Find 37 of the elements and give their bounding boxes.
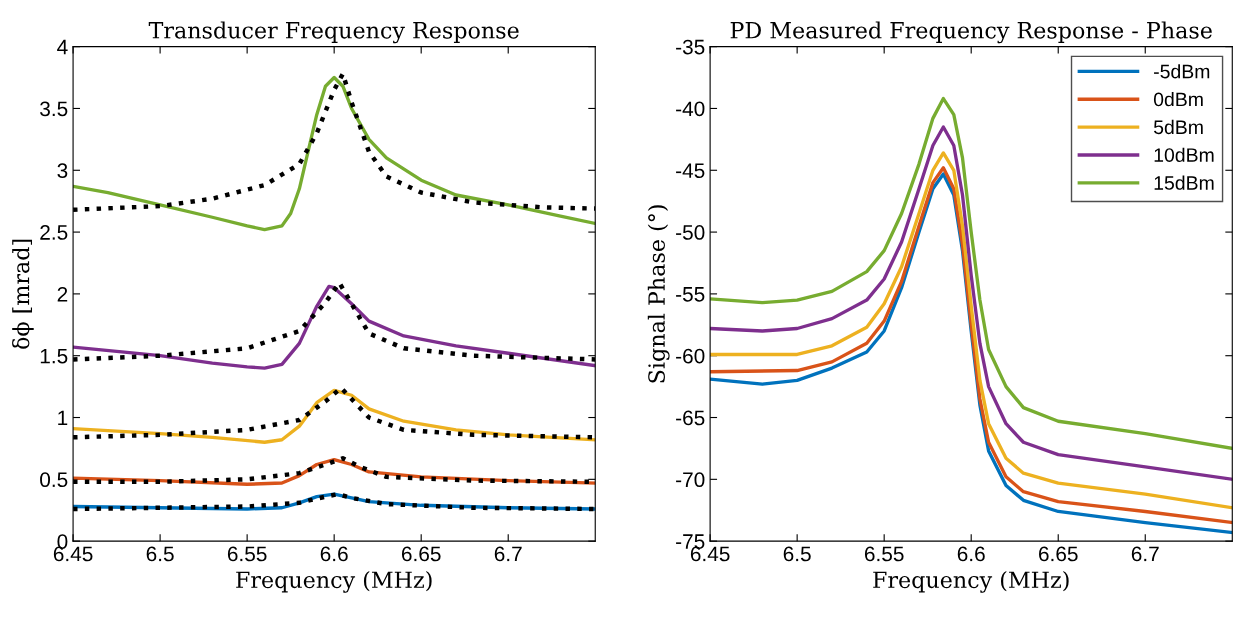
y-tick-label: 0.5 [40,472,68,488]
y-tick-label: -35 [676,39,705,55]
y-tick-label: -55 [676,287,705,302]
y-tick-label: 1.5 [40,348,68,364]
legend-label: 5dBm [1153,119,1203,135]
y-axis-title: δϕ [mrad] [12,239,34,349]
legend-label: 10dBm [1154,147,1214,162]
chart-title: Transducer Frequency Response [148,21,519,44]
x-tick-label: 6.55 [227,546,267,562]
y-tick-label: -40 [676,101,705,117]
y-tick-label: -45 [676,163,705,179]
x-tick-label: 6.65 [1039,546,1078,562]
x-tick-label: 6.65 [401,546,441,562]
y-tick-label: 1 [58,410,68,426]
y-axis-title: Signal Phase (°) [647,205,670,383]
x-tick-label: 6.5 [146,546,174,562]
x-axis-title: Frequency (MHz) [873,570,1069,593]
y-tick-label: 3 [57,163,68,179]
legend-label: 15dBm [1154,175,1214,190]
y-tick-label: 3.5 [40,101,68,117]
x-tick-label: 6.7 [494,546,522,562]
x-tick-label: 6.7 [1131,546,1159,562]
y-tick-label: -50 [676,225,705,240]
y-tick-label: -70 [676,472,705,488]
x-tick-label: 6.55 [864,546,904,562]
y-tick-label: -60 [676,348,705,364]
x-tick-label: 6.5 [783,546,811,562]
y-tick-label: 2.5 [40,225,68,240]
y-tick-label: 4 [57,39,68,55]
chart-title: PD Measured Frequency Response - Phase [730,21,1212,44]
x-tick-label: 6.6 [320,546,348,562]
y-tick-label: 2 [57,286,68,302]
x-tick-label: 6.6 [957,546,985,562]
legend-label: -5dBm [1154,64,1210,79]
legend-label: 0dBm [1153,92,1203,107]
x-axis-title: Frequency (MHz) [236,570,432,593]
y-tick-label: -65 [676,410,705,426]
